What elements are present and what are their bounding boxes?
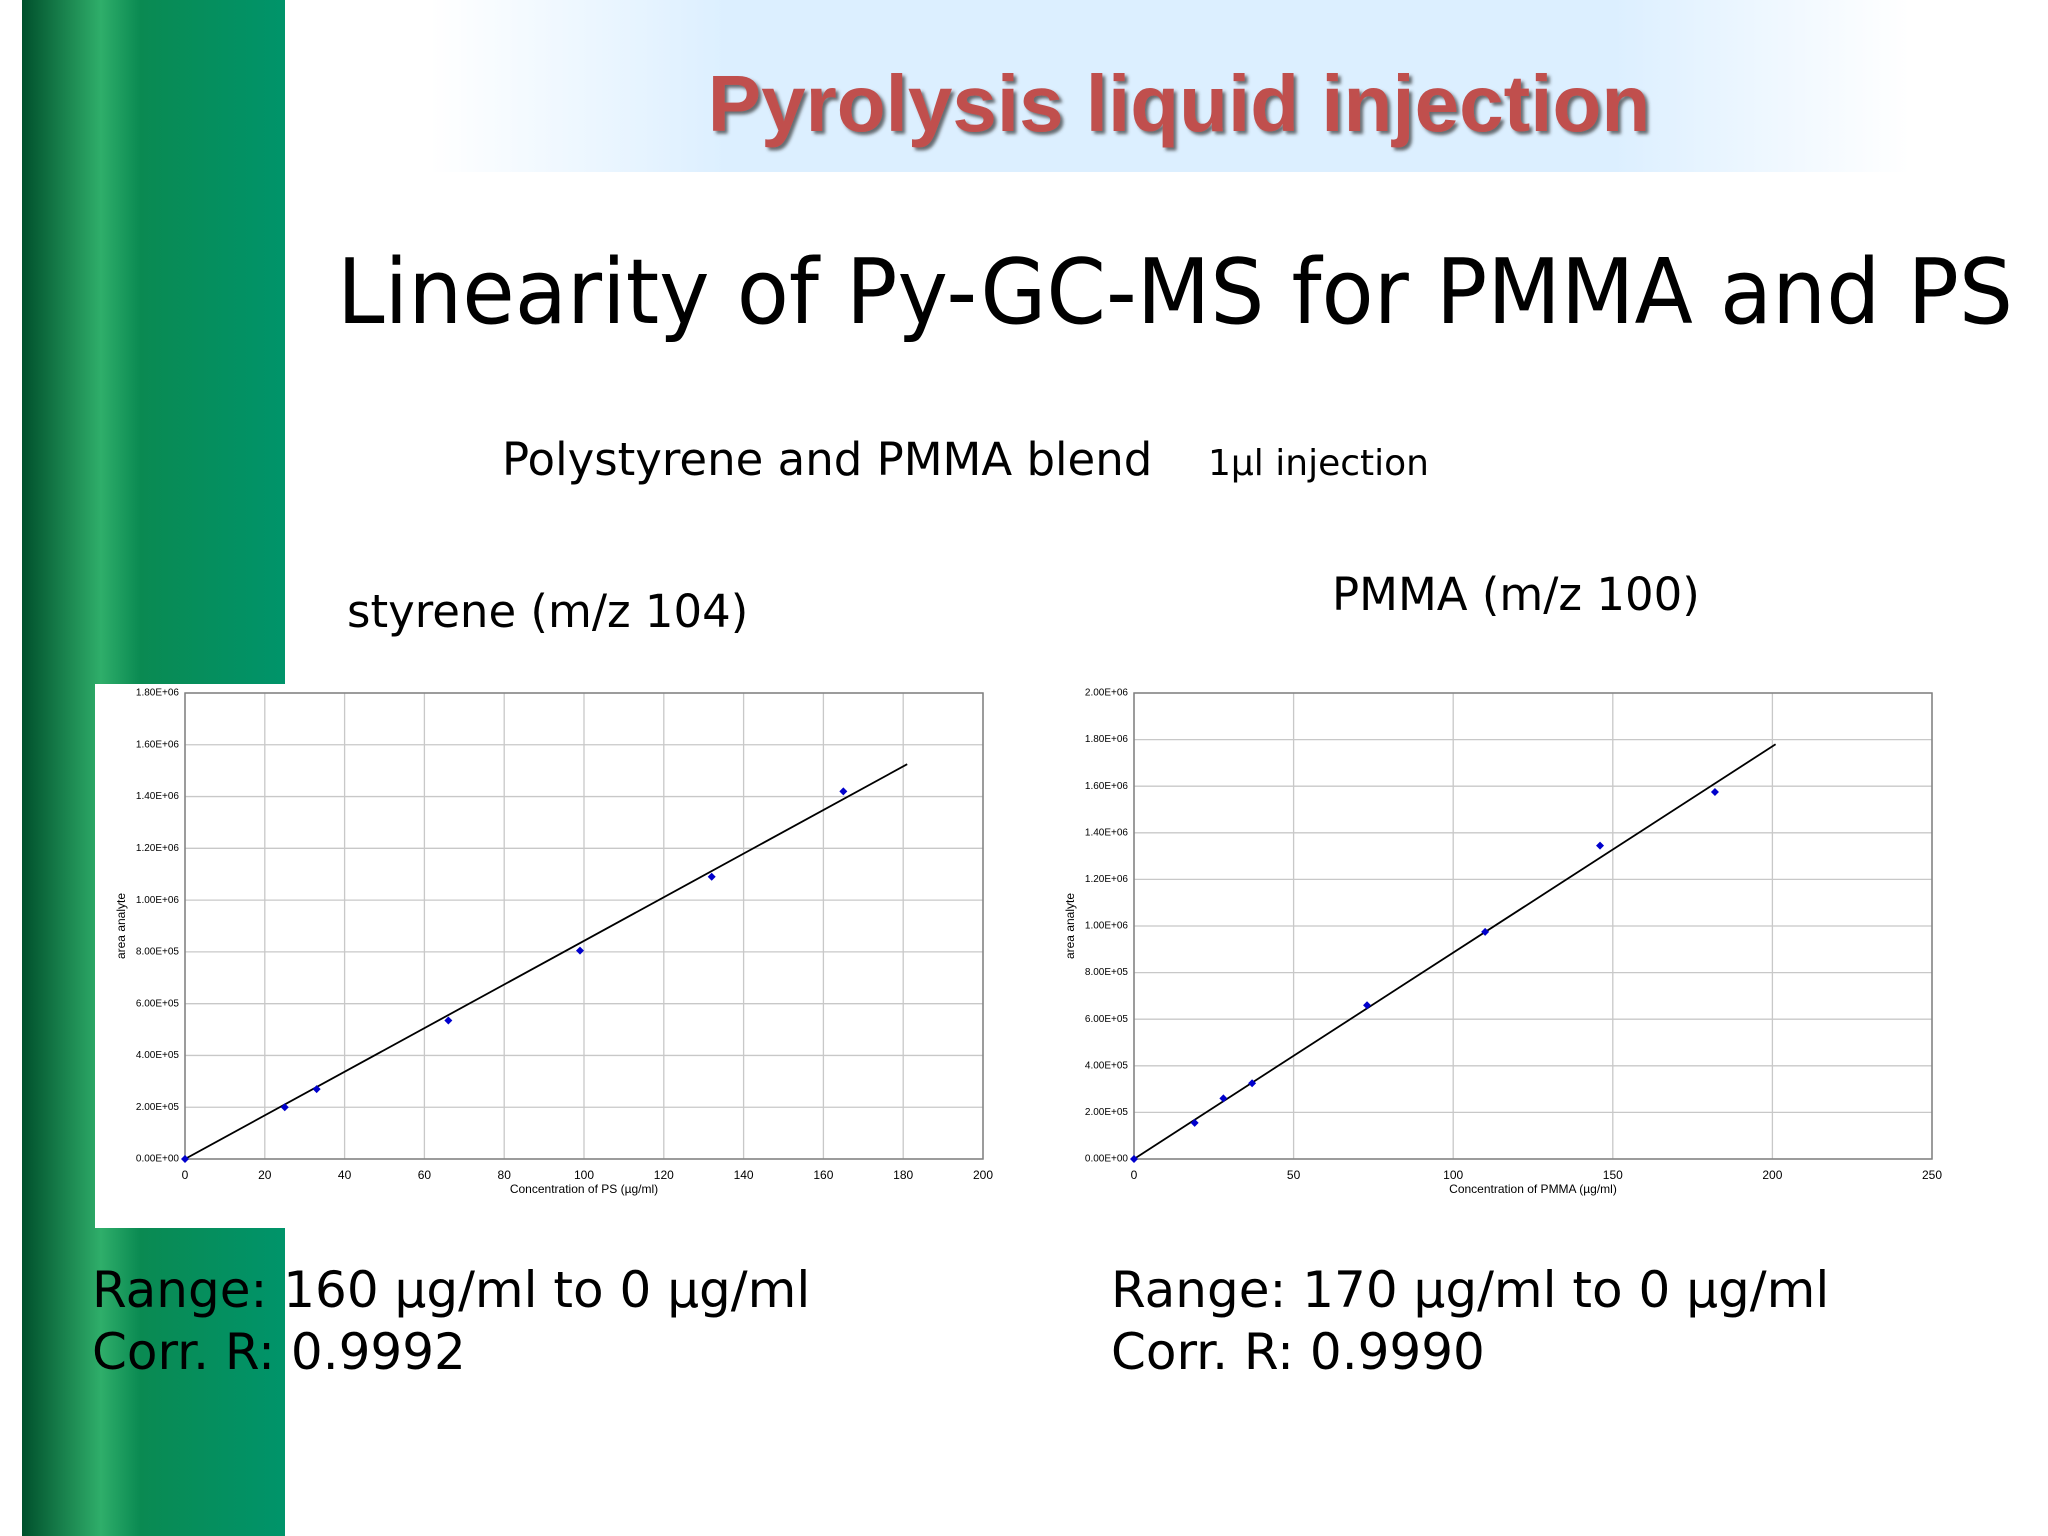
trendline bbox=[184, 763, 908, 1160]
y-tick-label: 1.60E+06 bbox=[1085, 781, 1129, 792]
y-tick-label: 4.00E+05 bbox=[136, 1050, 180, 1061]
y-tick-label: 1.40E+06 bbox=[1085, 827, 1129, 838]
y-tick-label: 1.00E+06 bbox=[136, 895, 180, 906]
plot-frame bbox=[184, 692, 984, 1160]
x-tick-label: 50 bbox=[1287, 1168, 1301, 1182]
data-point bbox=[1710, 788, 1719, 797]
y-tick-label: 1.40E+06 bbox=[136, 791, 180, 802]
chart-background bbox=[95, 684, 1003, 1228]
x-tick-label: 20 bbox=[258, 1168, 272, 1182]
x-tick-label: 100 bbox=[574, 1168, 594, 1182]
y-tick-label: 6.00E+05 bbox=[136, 998, 180, 1009]
y-tick-label: 1.80E+06 bbox=[1085, 734, 1129, 745]
x-tick-label: 80 bbox=[498, 1168, 512, 1182]
x-tick-label: 60 bbox=[418, 1168, 432, 1182]
x-axis-label: Concentration of PMMA (µg/ml) bbox=[1449, 1182, 1617, 1196]
y-tick-label: 6.00E+05 bbox=[1085, 1014, 1129, 1025]
data-point bbox=[707, 872, 716, 881]
data-point bbox=[576, 946, 585, 955]
annotation: Corr. R: 0.9990 bbox=[1111, 1323, 1485, 1381]
chart-title: styrene (m/z 104) bbox=[347, 585, 748, 638]
annotation: Range: 160 µg/ml to 0 µg/ml bbox=[92, 1261, 810, 1319]
data-point bbox=[1248, 1079, 1257, 1088]
x-tick-label: 100 bbox=[1443, 1168, 1463, 1182]
data-point bbox=[1190, 1118, 1199, 1127]
y-tick-label: 8.00E+05 bbox=[1085, 967, 1129, 978]
x-tick-label: 180 bbox=[893, 1168, 913, 1182]
x-tick-label: 200 bbox=[973, 1168, 993, 1182]
y-tick-label: 1.20E+06 bbox=[1085, 874, 1129, 885]
y-tick-label: 1.00E+06 bbox=[1085, 921, 1129, 932]
y-axis-label: area analyte bbox=[1063, 893, 1077, 959]
y-tick-label: 1.20E+06 bbox=[136, 843, 180, 854]
data-point bbox=[181, 1155, 189, 1163]
data-point bbox=[1363, 1001, 1372, 1010]
slide-title: Pyrolysis liquid injection bbox=[708, 59, 1650, 148]
data-point bbox=[1596, 841, 1605, 850]
chart-title: PMMA (m/z 100) bbox=[1332, 568, 1700, 621]
data-point bbox=[444, 1016, 453, 1025]
x-tick-label: 160 bbox=[813, 1168, 833, 1182]
annotation: Corr. R: 0.9992 bbox=[92, 1323, 466, 1381]
y-tick-label: 0.00E+00 bbox=[136, 1154, 180, 1165]
y-tick-label: 8.00E+05 bbox=[136, 947, 180, 958]
x-tick-label: 150 bbox=[1603, 1168, 1623, 1182]
x-tick-label: 140 bbox=[734, 1168, 754, 1182]
x-tick-label: 200 bbox=[1762, 1168, 1782, 1182]
y-tick-label: 1.60E+06 bbox=[136, 739, 180, 750]
y-tick-label: 4.00E+05 bbox=[1085, 1060, 1129, 1071]
y-tick-label: 2.00E+05 bbox=[136, 1102, 180, 1113]
annotation: Range: 170 µg/ml to 0 µg/ml bbox=[1111, 1261, 1829, 1319]
chart-background bbox=[1069, 684, 1947, 1224]
data-point bbox=[280, 1103, 289, 1112]
y-tick-label: 1.80E+06 bbox=[136, 688, 180, 699]
subtitle: Polystyrene and PMMA blend bbox=[502, 433, 1152, 486]
y-axis-label: area analyte bbox=[114, 893, 128, 959]
x-tick-label: 0 bbox=[1131, 1168, 1138, 1182]
x-tick-label: 40 bbox=[338, 1168, 352, 1182]
data-point bbox=[1481, 927, 1490, 936]
trendline bbox=[1133, 743, 1777, 1160]
data-point bbox=[312, 1085, 321, 1094]
title-banner bbox=[430, 0, 1910, 172]
x-tick-label: 120 bbox=[654, 1168, 674, 1182]
note: 1µl injection bbox=[1208, 443, 1429, 484]
y-tick-label: 0.00E+00 bbox=[1085, 1154, 1129, 1165]
slide-heading: Linearity of Py-GC-MS for PMMA and PS bbox=[337, 240, 2013, 345]
data-point bbox=[1130, 1155, 1138, 1163]
data-point bbox=[839, 787, 848, 796]
y-tick-label: 2.00E+06 bbox=[1085, 688, 1129, 699]
data-point bbox=[1219, 1094, 1228, 1103]
x-tick-label: 250 bbox=[1922, 1168, 1942, 1182]
x-tick-label: 0 bbox=[182, 1168, 189, 1182]
plot-frame bbox=[1133, 692, 1933, 1160]
x-axis-label: Concentration of PS (µg/ml) bbox=[510, 1182, 658, 1196]
y-tick-label: 2.00E+05 bbox=[1085, 1107, 1129, 1118]
